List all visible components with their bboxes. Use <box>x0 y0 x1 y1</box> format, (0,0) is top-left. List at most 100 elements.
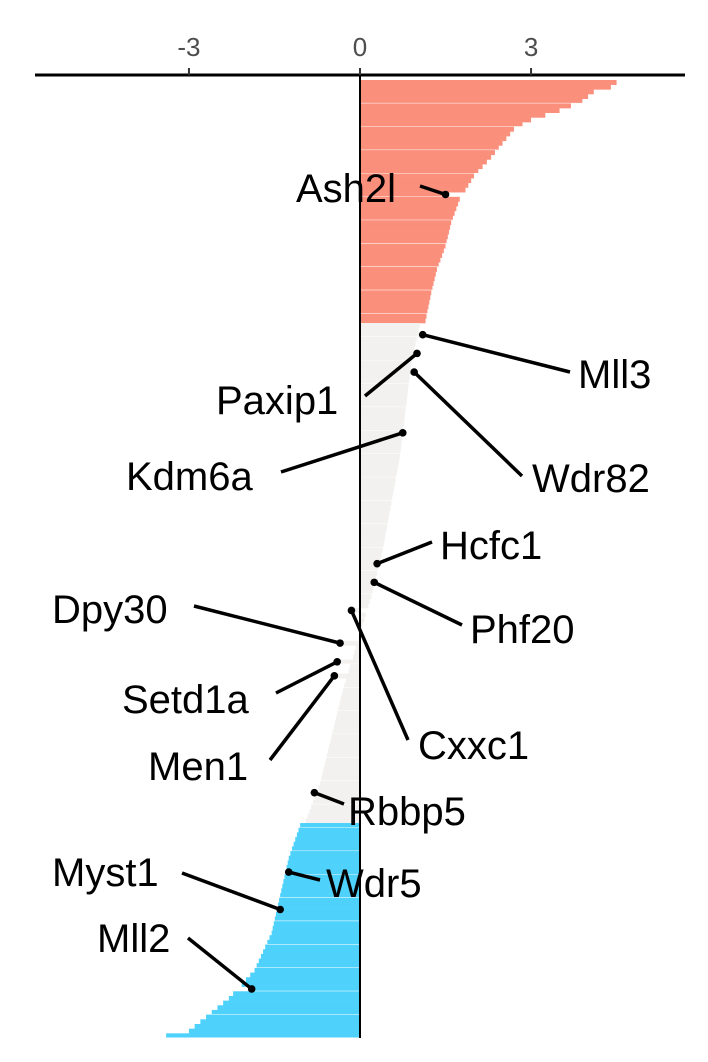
bar-163 <box>293 841 360 847</box>
gene-leader-line <box>363 352 419 398</box>
bar-152 <box>314 790 360 796</box>
gene-leader-line <box>193 604 341 645</box>
bar-47 <box>360 299 430 305</box>
bar-104 <box>360 566 379 571</box>
bar-95 <box>360 523 388 529</box>
bar-108 <box>360 584 374 590</box>
bar-200 <box>206 1014 360 1020</box>
gene-label: Ash2l <box>296 167 396 211</box>
gene-leader-line <box>412 370 524 478</box>
bar-45 <box>360 290 432 296</box>
gene-point <box>347 606 356 615</box>
gene-label: Wdr82 <box>532 457 650 501</box>
bar-113 <box>351 608 360 614</box>
bar-135 <box>337 710 360 716</box>
bar-158 <box>305 818 360 824</box>
bar-43 <box>360 280 434 286</box>
bar-103 <box>360 561 378 567</box>
gene-leader-line <box>373 580 463 627</box>
bar-195 <box>233 991 360 997</box>
bar-14 <box>360 145 499 151</box>
bar-75 <box>360 430 403 436</box>
bar-182 <box>271 930 360 936</box>
bar-72 <box>360 416 405 422</box>
bar-107 <box>360 580 375 585</box>
bar-30 <box>360 220 452 226</box>
gene-point <box>370 578 379 587</box>
bar-120 <box>340 640 360 646</box>
x-tick-label: -3 <box>177 32 200 62</box>
gene-point <box>373 559 381 568</box>
bar-148 <box>322 771 360 777</box>
bar-116 <box>360 622 363 628</box>
bar-89 <box>360 495 393 501</box>
gene-leader-line <box>313 791 345 806</box>
bar-33 <box>360 234 448 240</box>
bar-127 <box>334 673 360 679</box>
bar-16 <box>360 154 492 160</box>
bar-58 <box>360 351 418 357</box>
x-tick-label: 3 <box>524 32 538 62</box>
bar-164 <box>291 846 360 852</box>
bar-189 <box>256 963 360 969</box>
bar-8 <box>360 117 532 123</box>
gene-leader-line <box>376 540 433 566</box>
gene-label: Mll2 <box>97 917 170 961</box>
bar-61 <box>360 365 411 371</box>
bar-167 <box>287 860 360 866</box>
bar-157 <box>307 813 360 819</box>
bar-63 <box>360 374 410 380</box>
bar-151 <box>318 785 360 791</box>
bar-111 <box>360 598 370 604</box>
bar-77 <box>360 439 402 445</box>
gene-leader-line <box>288 870 321 882</box>
bar-115 <box>360 617 365 623</box>
bar-59 <box>360 355 413 361</box>
bar-136 <box>336 715 360 721</box>
bar-97 <box>360 533 386 539</box>
bar-199 <box>211 1009 360 1015</box>
gene-point <box>276 905 284 914</box>
bar-13 <box>360 140 503 146</box>
bar-17 <box>360 159 487 165</box>
bar-56 <box>360 341 416 347</box>
bar-4 <box>360 98 583 104</box>
bar-28 <box>360 210 455 216</box>
bar-39 <box>360 262 439 268</box>
bar-196 <box>228 995 360 1001</box>
bar-156 <box>309 809 360 814</box>
bar-122 <box>354 650 360 656</box>
bar-42 <box>360 276 435 282</box>
bar-161 <box>296 832 360 838</box>
gene-label: Kdm6a <box>126 455 253 499</box>
bar-133 <box>339 701 360 707</box>
bar-40 <box>360 266 437 272</box>
bar-186 <box>263 949 360 955</box>
gene-label: Myst1 <box>52 851 159 895</box>
gene-label: Hcfc1 <box>440 524 542 568</box>
bar-180 <box>273 921 360 927</box>
bar-123 <box>352 654 360 660</box>
bar-190 <box>254 967 360 973</box>
gene-label: Men1 <box>148 745 248 789</box>
bar-124 <box>337 659 360 665</box>
bar-82 <box>360 463 399 469</box>
bar-175 <box>279 897 360 903</box>
bar-48 <box>360 304 429 310</box>
gene-leader-line <box>419 184 447 197</box>
bar-18 <box>360 164 483 170</box>
bar-86 <box>360 481 395 487</box>
bar-19 <box>360 168 479 174</box>
bar-204 <box>166 1033 360 1039</box>
gene-point <box>310 788 319 797</box>
bar-5 <box>360 103 571 109</box>
bar-121 <box>355 645 360 651</box>
bar-181 <box>272 925 360 931</box>
gene-leader-line <box>181 871 281 912</box>
bar-79 <box>360 449 401 455</box>
bar-110 <box>360 594 372 600</box>
gene-point <box>330 672 339 680</box>
bar-21 <box>360 178 472 184</box>
bar-106 <box>360 575 376 581</box>
bar-101 <box>360 551 382 557</box>
